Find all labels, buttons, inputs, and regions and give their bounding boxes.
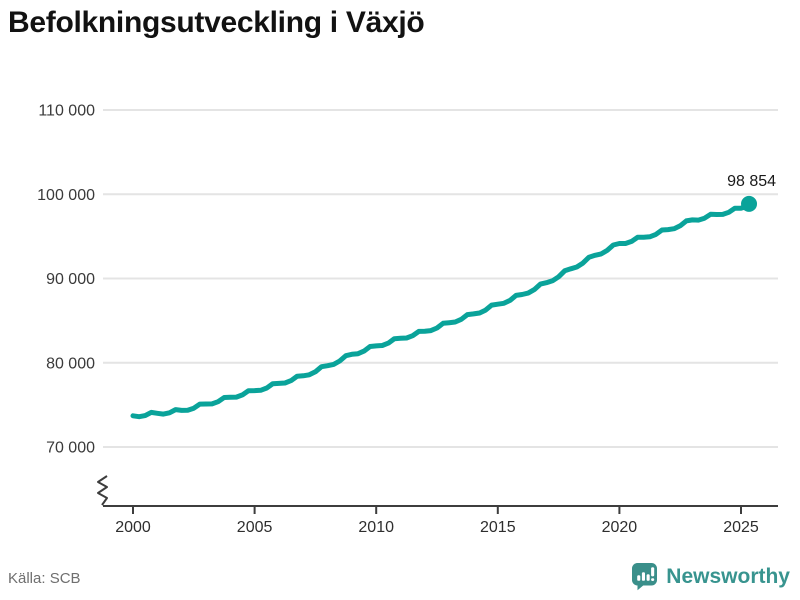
x-tick-label: 2020 xyxy=(602,519,638,536)
newsworthy-logo-icon xyxy=(632,563,658,591)
trend-line xyxy=(130,201,752,420)
x-tick-label: 2005 xyxy=(237,519,273,536)
y-tick-label: 110 000 xyxy=(38,103,95,120)
latest-value-label: 98 854 xyxy=(727,172,777,190)
x-tick-label: 2000 xyxy=(115,519,151,536)
chart-title: Befolkningsutveckling i Växjö xyxy=(8,6,425,39)
x-tick-label: 2015 xyxy=(480,519,516,536)
y-tick-label: 70 000 xyxy=(46,440,95,457)
axis-break-icon xyxy=(97,475,108,506)
y-tick-label: 100 000 xyxy=(37,187,95,204)
newsworthy-wordmark: Newsworthy xyxy=(666,564,790,588)
x-tick-label: 2025 xyxy=(723,519,759,536)
end-point-dot xyxy=(741,195,758,212)
newsworthy-logo: Newsworthy xyxy=(631,562,790,591)
y-tick-label: 80 000 xyxy=(46,355,95,372)
x-tick-label: 2010 xyxy=(358,519,394,536)
y-tick-label: 90 000 xyxy=(46,271,95,288)
source-caption: Källa: SCB xyxy=(8,570,81,587)
